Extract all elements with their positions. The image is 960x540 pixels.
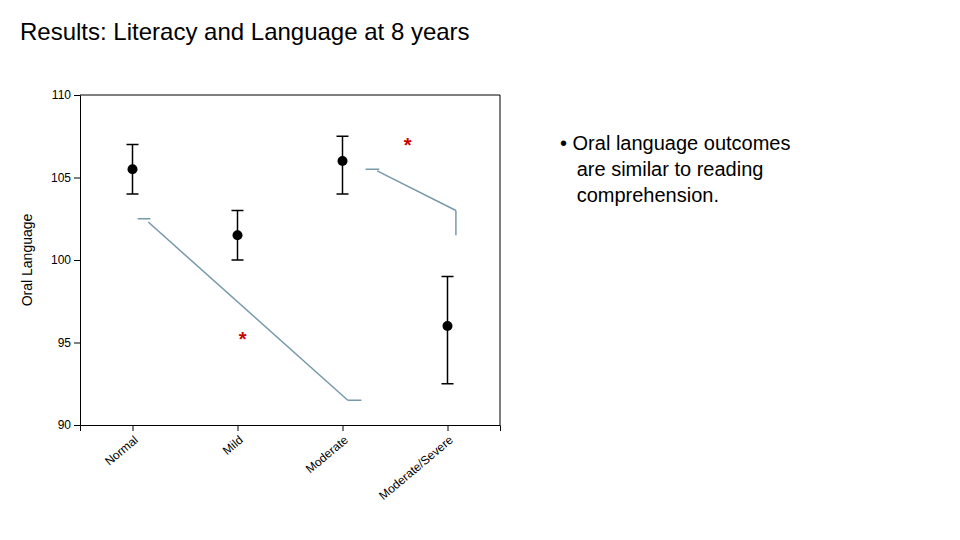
- marks: [127, 136, 456, 400]
- y-axis-line: [74, 96, 81, 426]
- y-tick-mark: [74, 425, 80, 426]
- error-cap-upper: [337, 136, 349, 138]
- y-tick-label: 90: [58, 418, 72, 432]
- error-cap-upper: [232, 210, 244, 212]
- error-bar: [337, 136, 349, 194]
- x-tick: Mild: [220, 425, 246, 458]
- y-tick-mark: [74, 260, 80, 261]
- annotation: *: [404, 134, 412, 156]
- y-tick: 90: [58, 418, 80, 432]
- bracket-line: [455, 211, 457, 236]
- y-tick-mark: [74, 178, 80, 179]
- bracket-line: [148, 222, 348, 400]
- side-text-line: • Oral language outcomes: [560, 132, 790, 154]
- y-axis: 90 95 100 105 110: [51, 88, 81, 432]
- x-tick-label: Moderate: [303, 433, 351, 477]
- side-text: • Oral language outcomes are similar to …: [560, 132, 790, 206]
- y-tick-label: 105: [51, 171, 71, 185]
- bracket-line: [377, 171, 456, 211]
- error-cap-upper: [127, 144, 139, 146]
- side-text-line: are similar to reading: [560, 158, 763, 180]
- error-cap-lower: [337, 193, 349, 195]
- error-bar-lower: [447, 326, 449, 384]
- x-tick-label: Normal: [102, 433, 141, 469]
- y-tick-label: 95: [58, 336, 72, 350]
- error-cap-lower: [127, 193, 139, 195]
- x-axis-line: [81, 426, 501, 432]
- x-tick: Moderate/Severe: [376, 425, 456, 503]
- x-tick: Moderate: [303, 425, 351, 476]
- error-bar-upper: [447, 277, 449, 327]
- point: [443, 321, 453, 331]
- y-tick-mark: [74, 343, 80, 344]
- x-tick: Normal: [102, 425, 141, 468]
- y-tick-label: 110: [52, 88, 71, 102]
- y-tick-mark: [74, 95, 80, 96]
- error-bar: [232, 211, 244, 261]
- x-tick-label: Mild: [220, 433, 246, 458]
- x-tick-mark: [343, 425, 344, 431]
- title: Results: Literacy and Language at 8 year…: [20, 18, 470, 45]
- error-bar: [442, 277, 454, 384]
- annotation: *: [239, 328, 247, 350]
- y-tick: 100: [51, 253, 80, 267]
- bracket-line: [138, 218, 151, 220]
- y-axis-title: Oral Language: [19, 213, 35, 306]
- y-tick: 95: [58, 336, 80, 350]
- point: [338, 156, 348, 166]
- error-cap-upper: [442, 276, 454, 278]
- plot-frame: [80, 95, 500, 425]
- bracket-line: [366, 169, 380, 171]
- point: [128, 164, 138, 174]
- plot: 90 95 100 105 110 Normal Mild Moderate Moderate/…: [51, 88, 501, 502]
- chart: 90 95 100 105 110 Normal Mild Moderate Moderate/…: [0, 0, 960, 540]
- y-tick: 110: [52, 88, 80, 102]
- point: [233, 230, 243, 240]
- x-tick-label: Moderate/Severe: [376, 433, 456, 503]
- error-bar: [127, 145, 139, 195]
- y-tick: 105: [51, 171, 80, 185]
- side-text-line: comprehension.: [560, 184, 719, 206]
- x-axis: Normal Mild Moderate Moderate/Severe: [81, 425, 501, 503]
- x-tick-mark: [133, 425, 134, 431]
- bracket-line: [348, 400, 362, 402]
- y-tick-label: 100: [51, 253, 71, 267]
- x-tick-mark: [238, 425, 239, 431]
- error-cap-lower: [442, 383, 454, 385]
- error-cap-lower: [232, 259, 244, 261]
- x-tick-mark: [448, 425, 449, 431]
